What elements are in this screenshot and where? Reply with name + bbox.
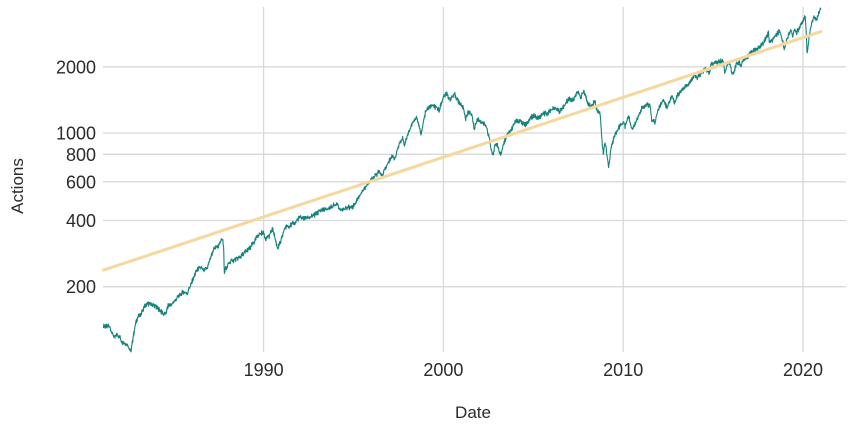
y-tick-label: 1000 [56,124,96,144]
x-axis-title: Date [455,403,491,422]
x-tick-label: 2020 [783,360,823,380]
y-tick-label: 2000 [56,57,96,77]
y-axis-title: Actions [8,158,27,214]
price-series-line [102,7,822,353]
x-tick-label: 1990 [244,360,284,380]
trend-line [102,30,823,272]
y-tick-label: 200 [66,277,96,297]
x-tick-label: 2000 [423,360,463,380]
y-tick-label: 600 [66,172,96,192]
x-tick-label: 2010 [603,360,643,380]
y-tick-label: 400 [66,211,96,231]
y-tick-label: 800 [66,145,96,165]
